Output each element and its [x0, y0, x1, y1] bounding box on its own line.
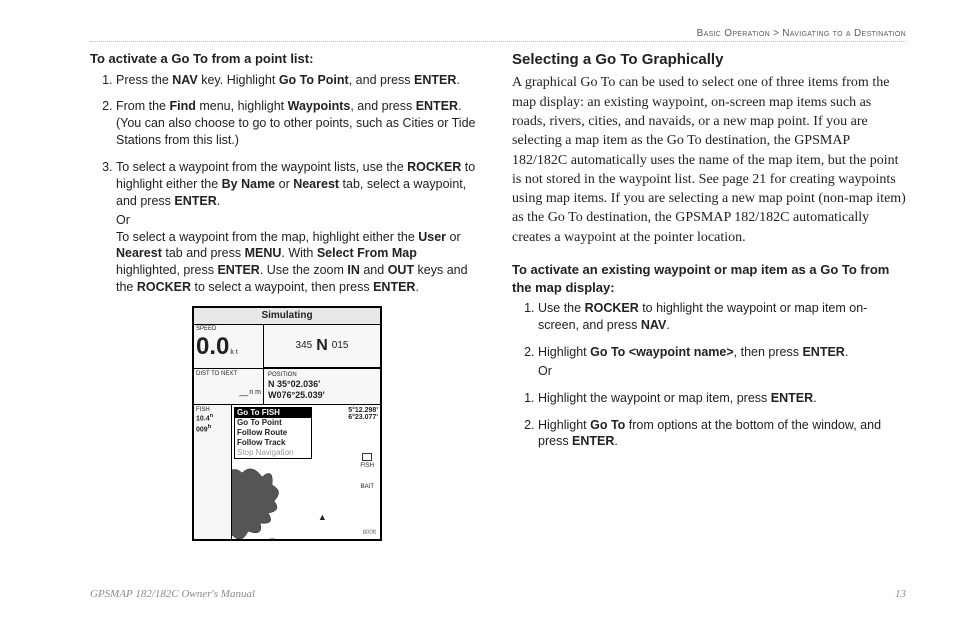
device-top-row: SPEED 0.0 k t 345 N 015	[194, 325, 380, 369]
right-step-1: Use the ROCKER to highlight the waypoint…	[538, 300, 906, 334]
left-step-1: Press the NAV key. Highlight Go To Point…	[116, 72, 484, 89]
map-scale: 800ft	[363, 529, 376, 537]
left-steps: Press the NAV key. Highlight Go To Point…	[90, 72, 484, 297]
right-heading: To activate an existing waypoint or map …	[512, 261, 906, 296]
breadcrumb-sub: Navigating to a Destination	[782, 28, 906, 39]
footer-manual-name: GPSMAP 182/182C Owner's Manual	[90, 588, 255, 600]
figure-wrap: Simulating SPEED 0.0 k t 345 N 015	[90, 306, 484, 541]
left-step-2: From the Find menu, highlight Waypoints,…	[116, 98, 484, 149]
right-or: Or	[538, 363, 906, 380]
breadcrumb: Basic Operation > Navigating to a Destin…	[90, 28, 906, 39]
device-fish-cell: FISH 10.4n 009h	[194, 405, 232, 540]
menu-goto-fish: Go To FISH	[235, 408, 311, 418]
device-map: Go To FISH Go To Point Follow Route Foll…	[232, 405, 380, 540]
right-column: Selecting a Go To Graphically A graphica…	[512, 50, 906, 541]
device-title: Simulating	[194, 308, 380, 325]
right-step-3: Highlight the waypoint or map item, pres…	[538, 390, 906, 407]
device-position-cell: POSITION N 35°02.036' W076°25.039'	[264, 369, 380, 404]
device-pointer-coords: 5°12.298' 6°23.077'	[348, 407, 378, 422]
device-dist-cell: DIST TO NEXT _ n m	[194, 369, 264, 404]
footer-page-number: 13	[895, 588, 906, 600]
fish-waypoint-icon: FISH	[360, 453, 374, 470]
page-footer: GPSMAP 182/182C Owner's Manual 13	[90, 588, 906, 600]
right-step-2: Highlight Go To <waypoint name>, then pr…	[538, 344, 906, 380]
menu-follow-track: Follow Track	[235, 438, 311, 448]
content-columns: To activate a Go To from a point list: P…	[90, 50, 906, 541]
landmass-icon	[232, 455, 294, 539]
bait-label: BAIT	[361, 483, 374, 491]
breadcrumb-section: Basic Operation	[697, 28, 770, 39]
device-bottom: FISH 10.4n 009h Go To FISH Go To Point F…	[194, 405, 380, 540]
left-column: To activate a Go To from a point list: P…	[90, 50, 484, 541]
right-steps-a: Use the ROCKER to highlight the waypoint…	[512, 300, 906, 380]
device-speed-cell: SPEED 0.0 k t	[194, 325, 264, 368]
right-paragraph: A graphical Go To can be used to select …	[512, 73, 906, 247]
menu-goto-point: Go To Point	[235, 418, 311, 428]
header-rule	[90, 41, 906, 42]
menu-follow-route: Follow Route	[235, 428, 311, 438]
right-title: Selecting a Go To Graphically	[512, 50, 906, 70]
left-or: Or	[116, 212, 484, 229]
device-nav-menu: Go To FISH Go To Point Follow Route Foll…	[234, 407, 312, 459]
menu-stop-nav: Stop Navigation	[235, 448, 311, 458]
left-step-3: To select a waypoint from the waypoint l…	[116, 159, 484, 296]
boat-icon: ▲	[318, 511, 327, 523]
device-compass: 345 N 015	[264, 325, 380, 368]
device-screenshot: Simulating SPEED 0.0 k t 345 N 015	[192, 306, 382, 541]
right-step-4: Highlight Go To from options at the bott…	[538, 417, 906, 451]
right-steps-b: Highlight the waypoint or map item, pres…	[512, 390, 906, 451]
left-heading: To activate a Go To from a point list:	[90, 50, 484, 68]
device-mid-row: DIST TO NEXT _ n m POSITION N 35°02.036'…	[194, 369, 380, 405]
